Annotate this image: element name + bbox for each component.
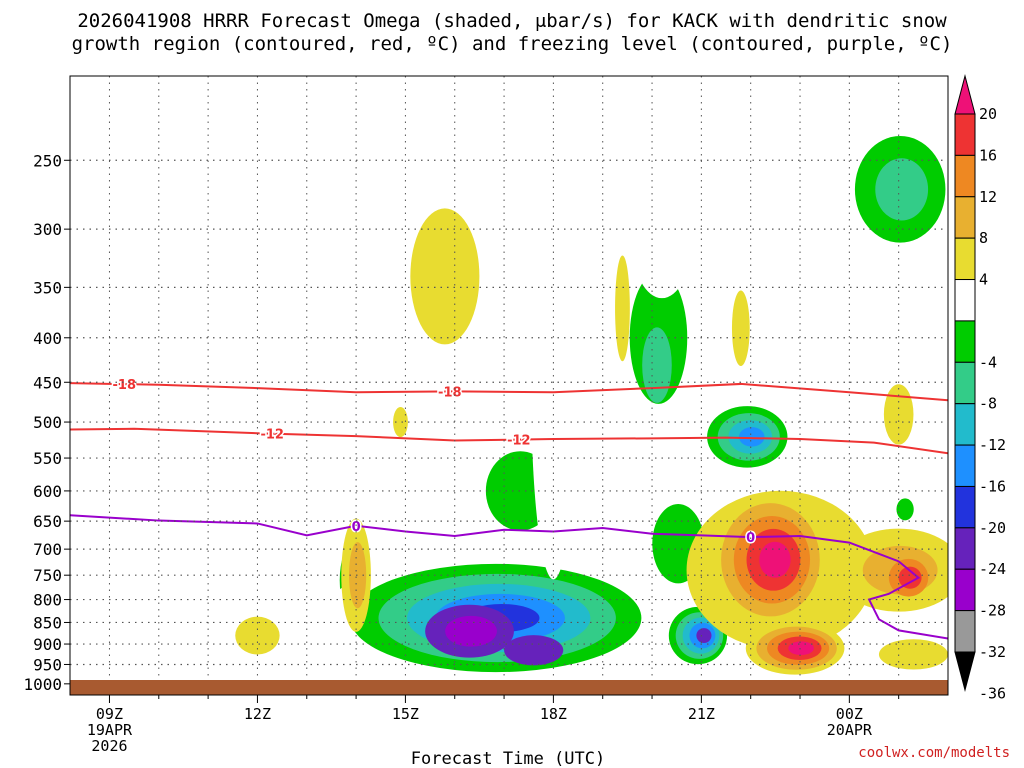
y-tick-label-850: 850 [33,613,62,632]
contour-label-0-0: -18 [113,378,137,393]
y-tick-label-500: 500 [33,413,62,432]
site-credit: coolwx.com/modelts [858,745,1010,761]
contour-label-0-1: -18 [438,385,462,400]
colorbar-tick-0: 20 [979,105,997,123]
contour-label-1-0: -12 [260,428,284,443]
contour-line-1 [70,427,948,455]
colorbar-band-7 [954,361,976,405]
omega-cell-0-level--4 [99,503,209,595]
omega-cell-1-level--4 [119,572,159,618]
colorbar-tick-2: 12 [979,188,997,206]
y-tick-label-900: 900 [33,635,62,654]
omega-cell-20-level-4 [731,290,750,366]
omega-cell-25-level-20 [759,541,791,578]
colorbar-band-11 [954,527,976,570]
omega-cell-21-level-8 [348,542,367,609]
y-tick-label-250: 250 [33,151,62,170]
plot-frame [69,75,949,696]
x-axis-label: Forecast Time (UTC) [411,749,605,768]
colorbar-tick-9: -20 [979,519,1006,537]
omega-shading [99,113,948,683]
x-tick-label-24-2: 20APR [827,721,873,739]
colorbar-band-4 [954,237,976,281]
colorbar-band-9 [954,444,976,487]
contour-label-1-1: -12 [507,434,531,449]
y-tick-label-400: 400 [33,329,62,348]
colorbar-tick-1: 16 [979,146,997,164]
x-tick-label-9-1: 09Z [96,705,123,723]
chart-title-line-1: 2026041908 HRRR Forecast Omega (shaded, … [77,10,947,32]
x-tick-label-21-1: 21Z [688,705,715,723]
colorbar-band-14 [954,651,976,692]
x-tick-label-18-1: 18Z [540,705,567,723]
chart-title-line-2: growth region (contoured, red, ºC) and f… [71,33,953,55]
contour-label-2-0: 0 [352,520,361,535]
omega-cell-16-level--8 [896,498,914,521]
y-tick-label-950: 950 [33,655,62,674]
colorbar-tick-13: -36 [979,684,1006,702]
contour-line-0 [70,382,948,402]
omega-cell-28-level-16 [898,566,922,589]
omega-cell-8-level--4 [531,201,576,580]
y-tick-label-750: 750 [33,566,62,585]
y-tick-label-300: 300 [33,220,62,239]
colorbar-tick-7: -12 [979,436,1006,454]
y-tick-label-650: 650 [33,512,62,531]
x-tick-label-9-3: 2026 [91,737,127,755]
omega-cell-14-level--28 [696,628,712,643]
colorbar-tick-3: 8 [979,229,988,247]
omega-cell-30-level-4 [878,639,948,670]
colorbar-band-5 [954,279,976,322]
omega-cell-6-level--28 [504,635,564,666]
y-tick-label-700: 700 [33,540,62,559]
colorbar-band-6 [954,320,976,363]
y-tick-label-600: 600 [33,482,62,501]
colorbar-band-13 [954,610,976,653]
omega-cell-19-level-4 [615,255,630,362]
x-tick-label-15-1: 15Z [392,705,419,723]
pressure-axis: 250 300 350 400 450 500 550 600 650 700 750 800 850 9… [23,151,70,694]
colorbar-tick-8: -16 [979,477,1006,495]
colorbar-tick-11: -28 [979,602,1006,620]
y-tick-label-450: 450 [33,373,62,392]
omega-cell-10-level--4 [632,184,692,299]
omega-cell-23-level-4 [393,406,408,438]
omega-cell-26-level-20 [788,641,814,656]
colorbar-tick-10: -24 [979,560,1006,578]
colorbar-tick-12: -32 [979,643,1006,661]
contour-line-2 [70,514,948,640]
y-tick-label-800: 800 [33,591,62,610]
omega-cell-5-level--32 [445,615,497,647]
omega-cell-15-level--12 [875,158,929,221]
colorbar-band-10 [954,485,976,529]
y-tick-label-550: 550 [33,449,62,468]
x-tick-label-12-1: 12Z [244,705,271,723]
omega-cell-18-level-4 [410,208,480,345]
y-tick-label-350: 350 [33,278,62,297]
colorbar-band-8 [954,403,976,446]
x-tick-label-24-1: 00Z [836,705,863,723]
colorbar-band-3 [954,196,976,239]
colorbar-band-2 [954,154,976,198]
colorbar-band-1 [954,113,976,156]
omega-cell-11-level--12 [642,327,672,403]
colorbar-band-12 [954,568,976,612]
colorbar-tick-4: 4 [979,271,988,289]
y-tick-label-1000: 1000 [23,675,62,694]
colorbar-band-0 [954,74,976,115]
x-tick-label-9-2: 19APR [87,721,133,739]
omega-colorbar: 20 16 12 8 4 -4 -8 -12 -16 -20 -24 -28 -32 -36 [954,74,1006,702]
ground-surface [70,680,948,695]
omega-cell-12-level--20 [738,427,765,447]
colorbar-tick-6: -8 [979,395,997,413]
colorbar-tick-5: -4 [979,353,997,371]
